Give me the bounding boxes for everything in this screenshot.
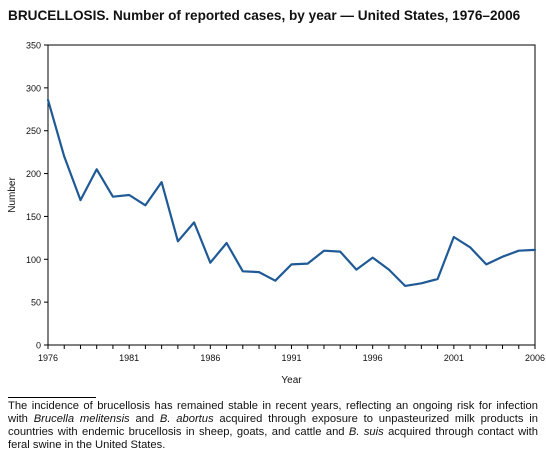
x-axis-label: Year: [281, 375, 302, 386]
data-point-1996: [371, 256, 373, 258]
chart-title: BRUCELLOSIS. Number of reported cases, b…: [8, 8, 521, 23]
footnote-divider: [8, 397, 96, 398]
data-point-1990: [274, 280, 276, 282]
data-point-2004: [501, 256, 503, 258]
y-tick-label-200: 200: [26, 169, 41, 179]
x-tick-label-1976: 1976: [38, 353, 58, 363]
data-point-1998: [404, 285, 406, 287]
data-point-1994: [339, 250, 341, 252]
data-point-1989: [258, 271, 260, 273]
footnote: The incidence of brucellosis has remaine…: [8, 400, 538, 452]
footnote-italic-2: B. abortus: [159, 413, 214, 425]
y-tick-label-250: 250: [26, 126, 41, 136]
series-line: [46, 98, 537, 287]
data-point-1999: [420, 282, 422, 284]
data-point-1985: [193, 221, 195, 223]
data-point-1982: [144, 204, 146, 206]
data-point-1977: [63, 155, 65, 157]
data-point-2000: [436, 278, 438, 280]
footnote-italic-3: B. suis: [348, 426, 384, 438]
line-chart: 0 50 100 150 200 250 300 350 1976 1981 1986 1991 199…: [7, 41, 545, 387]
data-point-1979: [96, 168, 98, 170]
x-tick-label-1986: 1986: [200, 353, 220, 363]
data-point-1984: [177, 240, 179, 242]
footnote-text-3: acquired through exposure to unpasteuriz…: [8, 413, 538, 438]
data-point-1978: [79, 199, 81, 201]
data-point-1997: [388, 268, 390, 270]
data-point-1987: [225, 242, 227, 244]
data-point-1976: [47, 99, 49, 101]
y-tick-label-150: 150: [26, 212, 41, 222]
x-tick-label-1991: 1991: [281, 353, 301, 363]
y-tick-label-350: 350: [26, 41, 41, 51]
x-tick-label-1981: 1981: [119, 353, 139, 363]
y-axis-label: Number: [7, 177, 18, 213]
y-tick-label-300: 300: [26, 83, 41, 93]
footnote-italic-1: Brucella melitensis: [33, 413, 130, 425]
data-point-1980: [112, 196, 114, 198]
footnote-text-1: The incidence of brucellosis has remaine…: [8, 400, 538, 425]
x-tick-label-2001: 2001: [444, 353, 464, 363]
data-point-1988: [242, 270, 244, 272]
data-point-1993: [323, 250, 325, 252]
x-tick-label-1996: 1996: [363, 353, 383, 363]
data-point-2002: [469, 246, 471, 248]
data-point-1986: [209, 262, 211, 264]
data-point-1991: [290, 263, 292, 265]
footnote-text-2: and: [129, 413, 160, 425]
x-tick-label-2006: 2006: [525, 353, 545, 363]
data-point-2001: [453, 236, 455, 238]
y-tick-label-0: 0: [36, 341, 41, 351]
y-tick-label-100: 100: [26, 255, 41, 265]
data-point-2005: [518, 250, 520, 252]
y-tick-label-50: 50: [31, 298, 41, 308]
data-point-1995: [355, 268, 357, 270]
data-point-1992: [307, 262, 309, 264]
data-point-2003: [485, 263, 487, 265]
data-point-1981: [128, 194, 130, 196]
data-point-1983: [160, 181, 162, 183]
footnote-text-4: acquired through contact with feral swin…: [8, 426, 538, 451]
data-point-2006: [534, 249, 536, 251]
